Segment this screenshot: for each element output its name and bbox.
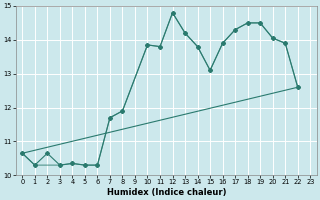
X-axis label: Humidex (Indice chaleur): Humidex (Indice chaleur): [107, 188, 226, 197]
